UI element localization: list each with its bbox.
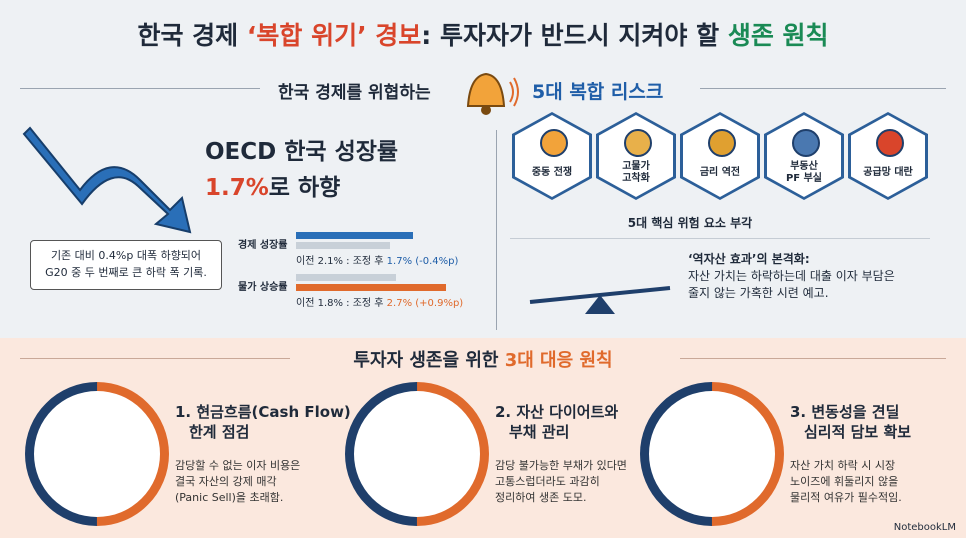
risk-icon [876, 129, 904, 157]
rule [700, 88, 946, 89]
heading-part: 투자자 생존을 위한 [353, 350, 505, 371]
title-part: ‘복합 위기’ 경보 [246, 21, 422, 50]
principle-body-line: 결국 자산의 강제 매각 [175, 475, 277, 488]
title-part: 한국 경제 [137, 21, 247, 50]
risk-caption: 5대 핵심 위험 요소 부각 [627, 216, 753, 230]
risk-icon [792, 129, 820, 157]
risk-label-line: 고물가 [622, 161, 650, 172]
principle-body-line: 감당할 수 없는 이자 비용은 [175, 459, 301, 472]
risk-label: 금리 역전 [683, 167, 757, 179]
rule [20, 88, 260, 89]
divider [496, 130, 497, 330]
reverse-title: ‘역자산 효과’의 본격화: [688, 252, 810, 266]
risk-icon [540, 129, 568, 157]
bar-before [296, 232, 413, 239]
principle-title-line: 1. 현금흐름(Cash Flow) [175, 403, 351, 421]
reverse-line: 자산 가치는 하락하는데 대출 이자 부담은 [688, 269, 895, 283]
oecd-title: OECD 한국 성장률 [205, 139, 399, 165]
oecd-rate: 1.7% [205, 175, 269, 201]
risk-label-line: 공급망 대란 [863, 167, 913, 178]
note-line: 기존 대비 0.4%p 대폭 하향되어 [50, 249, 202, 262]
principle-body-line: 고통스럽더라도 과감히 [495, 475, 600, 488]
bar-before [296, 274, 396, 281]
row-label: 물가 상승률 [238, 282, 288, 293]
oecd-result: 1.7%로 하향 [205, 168, 340, 202]
principle-body-line: 정리하여 생존 도모. [495, 491, 587, 504]
principle-body-line: 감당 불가능한 부채가 있다면 [495, 459, 627, 472]
title-part: : 투자자가 반드시 지켜야 할 [421, 21, 728, 50]
row-text-part: 이전 1.8% : 조정 후 [296, 298, 387, 309]
principle-body-line: 자산 가치 하락 시 시장 [790, 459, 896, 472]
principle-title-line: 심리적 담보 확보 [804, 423, 912, 441]
bar-after [296, 284, 446, 291]
risk-label: 고물가 고착화 [599, 161, 673, 185]
heading-part: 3대 대응 원칙 [504, 350, 613, 371]
rule [680, 358, 946, 359]
risk-label-line: 부동산 [790, 161, 818, 172]
title: 한국 경제 ‘복합 위기’ 경보: 투자자가 반드시 지켜야 할 생존 원칙 [0, 16, 966, 52]
down-arrow [22, 126, 192, 234]
risk-label-line: 중동 전쟁 [531, 167, 573, 178]
row-label: 경제 성장률 [238, 240, 288, 251]
risk-label-line: 금리 역전 [699, 167, 741, 178]
reverse-line: 줄지 않는 가혹한 시련 예고. [688, 286, 829, 300]
principle-body-line: 노이즈에 휘둘리지 않을 [790, 475, 899, 488]
risk-header-right: 5대 복합 리스크 [532, 81, 664, 103]
risk-icon [708, 129, 736, 157]
note-box: 기존 대비 0.4%p 대폭 하향되어 G20 중 두 번째로 큰 하락 폭 기록… [30, 240, 222, 290]
risk-label: 공급망 대란 [851, 167, 925, 179]
note-line: G20 중 두 번째로 큰 하락 폭 기록. [45, 266, 207, 279]
principles-heading: 투자자 생존을 위한 3대 대응 원칙 [0, 346, 966, 372]
risk-label: 중동 전쟁 [515, 167, 589, 179]
principle-body-line: (Panic Sell)을 초래함. [175, 491, 284, 504]
risk-label-line: PF 부실 [785, 173, 823, 184]
bar-after [296, 242, 391, 249]
row-change: 1.7% (-0.4%p) [386, 256, 459, 267]
principle-body-line: 물리적 여유가 필수적임. [790, 491, 902, 504]
principle-title-line: 한계 점검 [189, 423, 250, 441]
risk-icon [624, 129, 652, 157]
oecd-suffix: 로 하향 [268, 175, 341, 201]
risk-label-line: 고착화 [622, 173, 650, 184]
risk-header-left: 한국 경제를 위협하는 [278, 83, 431, 103]
principle-title-line: 3. 변동성을 견딜 [790, 403, 900, 421]
row-text-part: 이전 2.1% : 조정 후 [296, 256, 387, 267]
bell-icon [466, 72, 519, 115]
row-text: 이전 2.1% : 조정 후 1.7% (-0.4%p) [296, 252, 458, 267]
risk-label: 부동산 PF 부실 [767, 161, 841, 185]
seesaw [529, 286, 671, 314]
rule [20, 358, 290, 359]
footer: NotebookLM [893, 522, 956, 533]
row-text: 이전 1.8% : 조정 후 2.7% (+0.9%p) [296, 294, 463, 309]
principle-title-line: 2. 자산 다이어트와 [495, 403, 619, 421]
principle-title: 1. 현금흐름(Cash Flow) 한계 점검 [175, 402, 351, 442]
rule [510, 238, 930, 239]
row-change: 2.7% (+0.9%p) [386, 298, 464, 309]
principle-title-line: 부채 관리 [509, 423, 570, 441]
title-part: 생존 원칙 [727, 21, 829, 50]
